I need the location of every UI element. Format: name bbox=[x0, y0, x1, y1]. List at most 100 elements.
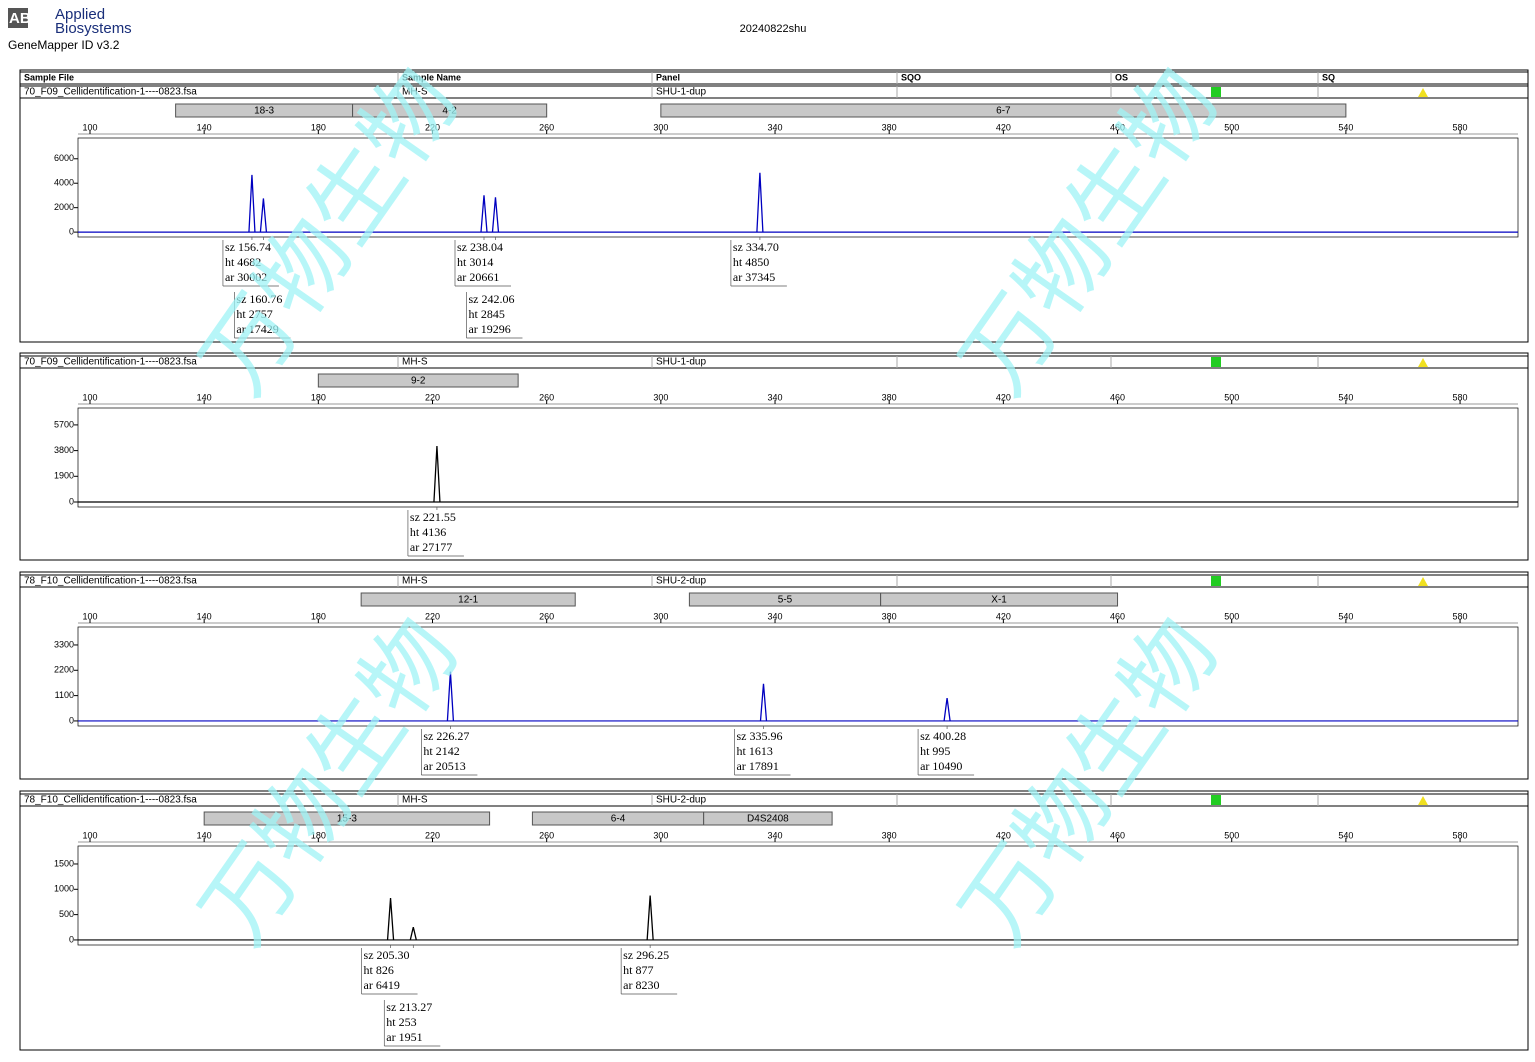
x-tick-label: 140 bbox=[197, 830, 212, 840]
panel-border bbox=[19, 571, 1529, 780]
sample-name: MH-S bbox=[402, 87, 428, 98]
peak-label-value: 242.06 bbox=[481, 292, 514, 306]
peak-label: ar 20661 bbox=[457, 270, 499, 284]
y-tick-label: 1000 bbox=[54, 884, 74, 894]
peak-label-key: ht bbox=[364, 963, 374, 977]
peak-label-value: 156.74 bbox=[238, 240, 271, 254]
y-tick-label: 1900 bbox=[54, 471, 74, 481]
peak bbox=[646, 895, 654, 940]
peak-label: ht 3014 bbox=[457, 255, 493, 269]
x-tick-label: 100 bbox=[82, 611, 97, 621]
y-tick-label: 4000 bbox=[54, 178, 74, 188]
watermark: 万物生物 bbox=[940, 600, 1239, 963]
status-warn bbox=[1418, 796, 1428, 805]
peak bbox=[480, 195, 488, 233]
sample-row bbox=[19, 355, 1529, 369]
x-tick-label: 340 bbox=[768, 611, 783, 621]
panel: SHU-2-dup bbox=[656, 795, 706, 806]
peak-label-key: ar bbox=[410, 540, 419, 554]
peak bbox=[386, 898, 395, 940]
status-ok bbox=[1211, 357, 1221, 367]
plot-area bbox=[77, 137, 1519, 238]
peak-label: ht 4850 bbox=[733, 255, 769, 269]
x-tick-label: 420 bbox=[996, 830, 1011, 840]
sample-name: MH-S bbox=[402, 795, 428, 806]
x-tick-label: 260 bbox=[539, 611, 554, 621]
peak-label-key: sz bbox=[468, 292, 478, 306]
status-warn bbox=[1418, 358, 1428, 367]
peak-label-value: 253 bbox=[399, 1015, 417, 1029]
y-tick-label: 1500 bbox=[54, 858, 74, 868]
peak-label-key: sz bbox=[386, 1000, 396, 1014]
bin bbox=[352, 103, 548, 118]
peak bbox=[943, 697, 951, 722]
peak-label-key: ar bbox=[386, 1030, 395, 1044]
peak-label-value: 17891 bbox=[749, 759, 779, 773]
bin bbox=[360, 592, 576, 607]
plot-area bbox=[77, 626, 1519, 727]
peak-label-value: 20513 bbox=[436, 759, 466, 773]
x-tick-label: 100 bbox=[82, 122, 97, 132]
x-tick-label: 220 bbox=[425, 392, 440, 402]
x-tick-label: 580 bbox=[1453, 830, 1468, 840]
peak-label: sz 296.25 bbox=[623, 948, 669, 962]
sample-row bbox=[19, 85, 1529, 99]
y-tick-label: 6000 bbox=[54, 153, 74, 163]
peak-label-value: 19296 bbox=[481, 322, 511, 336]
x-tick-label: 580 bbox=[1453, 611, 1468, 621]
sample-name: MH-S bbox=[402, 357, 428, 368]
bin-label: 5-5 bbox=[778, 595, 793, 606]
peak-label-value: 10490 bbox=[932, 759, 962, 773]
x-tick-label: 460 bbox=[1110, 392, 1125, 402]
peak-label: ht 2757 bbox=[236, 307, 272, 321]
peak-label-value: 160.76 bbox=[249, 292, 282, 306]
y-tick-label: 500 bbox=[59, 909, 74, 919]
panel-border bbox=[19, 352, 1529, 561]
x-tick-label: 180 bbox=[311, 830, 326, 840]
peak-label: ht 4682 bbox=[225, 255, 261, 269]
peak-label-key: ar bbox=[736, 759, 745, 773]
peak-label-key: ht bbox=[920, 744, 930, 758]
peak-label-key: ht bbox=[225, 255, 235, 269]
peak-label-key: ar bbox=[457, 270, 466, 284]
x-tick-label: 420 bbox=[996, 122, 1011, 132]
y-tick-label: 3800 bbox=[54, 445, 74, 455]
brand: Applied bbox=[55, 6, 105, 23]
plot-area bbox=[77, 407, 1519, 508]
x-tick-label: 580 bbox=[1453, 122, 1468, 132]
bin bbox=[880, 592, 1119, 607]
column-label: Sample File bbox=[24, 72, 74, 82]
panel: SHU-1-dup bbox=[656, 357, 706, 368]
peak-label: ht 2845 bbox=[468, 307, 504, 321]
peak-label-value: 1613 bbox=[749, 744, 773, 758]
peak-label-value: 296.25 bbox=[636, 948, 669, 962]
panel-border bbox=[19, 790, 1529, 1051]
bin-label: 9-2 bbox=[411, 376, 426, 387]
peak-label-key: ht bbox=[623, 963, 633, 977]
peak-label-value: 221.55 bbox=[423, 510, 456, 524]
x-tick-label: 380 bbox=[882, 611, 897, 621]
peak-label: sz 238.04 bbox=[457, 240, 503, 254]
x-tick-label: 580 bbox=[1453, 392, 1468, 402]
peak-label: sz 221.55 bbox=[410, 510, 456, 524]
x-tick-label: 420 bbox=[996, 611, 1011, 621]
peak-label: ht 995 bbox=[920, 744, 950, 758]
peak-label: ht 4136 bbox=[410, 525, 446, 539]
peak-label-key: ht bbox=[386, 1015, 396, 1029]
x-tick-label: 380 bbox=[882, 392, 897, 402]
bin bbox=[203, 811, 491, 826]
peak-label-value: 400.28 bbox=[933, 729, 966, 743]
peak bbox=[409, 926, 417, 941]
peak-label-key: ar bbox=[364, 978, 373, 992]
software: GeneMapper ID v3.2 bbox=[8, 38, 120, 52]
x-tick-label: 460 bbox=[1110, 122, 1125, 132]
column-label: OS bbox=[1115, 72, 1128, 82]
bin-label: 6-4 bbox=[611, 814, 626, 825]
peak-label-value: 3014 bbox=[469, 255, 493, 269]
bin bbox=[703, 811, 833, 826]
plot-area bbox=[77, 845, 1519, 946]
sample-file: 70_F09_Cellidentification-1----0823.fsa bbox=[24, 87, 197, 98]
x-tick-label: 500 bbox=[1224, 122, 1239, 132]
peak-label-value: 213.27 bbox=[399, 1000, 432, 1014]
